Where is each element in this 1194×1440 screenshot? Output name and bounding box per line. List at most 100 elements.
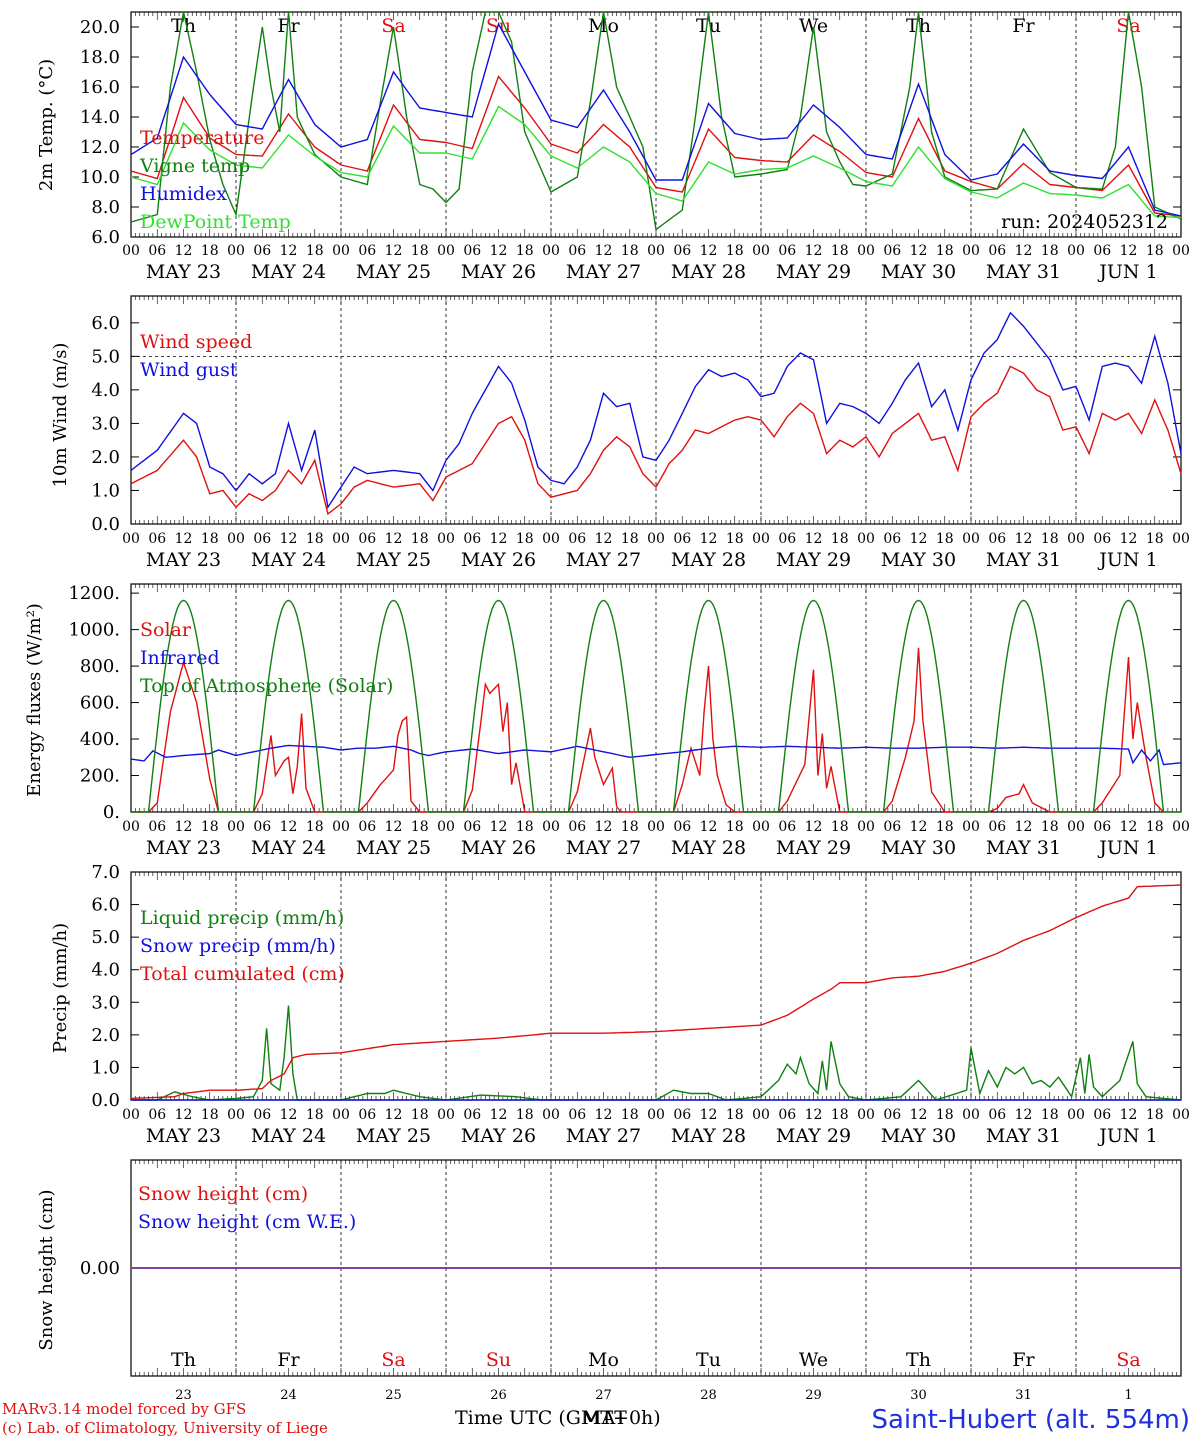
wind-hour-label: 00 [1172,531,1190,547]
energy-ytick-label: 1000. [68,620,120,641]
energy-day-label: MAY 26 [461,837,536,859]
energy-hour-label: 00 [647,819,665,835]
energy-hour-label: 12 [175,819,193,835]
precip-hour-label: 06 [568,1107,586,1123]
temp-ytick-label: 8.0 [91,197,120,218]
legend-snow-precip: Snow precip (mm/h) [140,935,336,957]
wind-hour-label: 18 [726,531,744,547]
temperature-panel: 6.0 8.0 10.0 12.0 14.0 16.0 18.0 20.0 00 06 12 18 MA… [80,11,1190,283]
snow-weekday-label: We [799,1349,828,1371]
precip-hour-label: 18 [1146,1107,1164,1123]
energy-hour-label: 00 [122,819,140,835]
energy-hour-label: 06 [463,819,481,835]
precip-hour-label: 18 [1041,1107,1059,1123]
energy-day-label: JUN 1 [1097,837,1157,859]
energy-hour-label: 00 [437,819,455,835]
wind-ytick-label: 1.0 [91,480,120,501]
snow-day-number: 26 [490,1388,507,1403]
wind-day-label: MAY 24 [251,549,326,571]
energy-hour-label: 12 [280,819,298,835]
precip-hour-label: 18 [411,1107,429,1123]
energy-ytick-label: 600. [80,693,120,714]
wind-hour-label: 00 [647,531,665,547]
temp-hour-label: 06 [358,243,376,259]
wind-hour-label: 06 [673,531,691,547]
energy-hour-label: 00 [752,819,770,835]
weekday-label: Fr [1012,15,1035,37]
precip-hour-label: 12 [700,1107,718,1123]
temp-hour-label: 18 [726,243,744,259]
temp-day-label: MAY 30 [881,261,956,283]
temp-day-label: MAY 28 [671,261,746,283]
precip-ytick-label: 4.0 [91,960,120,981]
snow-legend: Snow height (cm) Snow height (cm W.E.) [138,1183,356,1233]
precip-hour-label: 12 [175,1107,193,1123]
precip-hour-label: 00 [1172,1107,1190,1123]
wind-hour-label: 00 [857,531,875,547]
wind-hour-label: 00 [1067,531,1085,547]
credit-line-1: MARv3.14 model forced by GFS [2,1400,246,1418]
wind-hour-label: 12 [280,531,298,547]
wind-hour-label: 00 [227,531,245,547]
precip-day-label: MAY 27 [566,1125,641,1147]
precip-day-label: MAY 29 [776,1125,851,1147]
temp-hour-label: 12 [280,243,298,259]
snow-weekday-label: Th [171,1349,196,1371]
precip-hour-label: 12 [280,1107,298,1123]
energy-ytick-label: 200. [80,766,120,787]
temp-legend: Temperature Vigne temp Humidex DewPoint … [139,127,1168,233]
temp-hour-label: 06 [253,243,271,259]
wind-ytick-label: 0.0 [91,514,120,535]
temp-ytick-label: 16.0 [80,77,120,98]
temp-hour-label: 12 [1120,243,1138,259]
legend-toa-solar: Top of Atmosphere (Solar) [140,675,393,697]
precip-day-label: MAY 31 [986,1125,1061,1147]
wind-hour-label: 06 [253,531,271,547]
precip-ylabel: Precip (mm/h) [50,923,71,1053]
energy-hour-label: 18 [726,819,744,835]
precip-day-label: MAY 28 [671,1125,746,1147]
legend-wind-gust: Wind gust [140,359,238,381]
wind-hour-label: 18 [1146,531,1164,547]
wind-hour-label: 12 [1015,531,1033,547]
precip-legend: Liquid precip (mm/h) Snow precip (mm/h) … [140,907,345,985]
legend-solar: Solar [140,619,192,641]
temp-hour-label: 06 [148,243,166,259]
wind-day-label: MAY 28 [671,549,746,571]
snow-day-number: 24 [280,1388,297,1403]
precip-day-label: MAY 30 [881,1125,956,1147]
wind-hour-label: 18 [516,531,534,547]
snow-day-number: 25 [385,1388,402,1403]
weekday-label: We [799,15,828,37]
wind-day-label: MAY 27 [566,549,641,571]
temp-hour-label: 00 [122,243,140,259]
precip-hour-label: 18 [306,1107,324,1123]
weekday-label: Mo [588,15,619,37]
energy-hour-label: 12 [805,819,823,835]
energy-hour-label: 12 [595,819,613,835]
temp-hour-label: 00 [1172,243,1190,259]
precip-hour-label: 12 [490,1107,508,1123]
temp-hour-label: 00 [752,243,770,259]
legend-humidex: Humidex [140,183,227,205]
weekday-label: Fr [277,15,300,37]
temp-hour-label: 00 [542,243,560,259]
snow-weekday-label: Su [486,1349,511,1371]
energy-hour-label: 00 [227,819,245,835]
energy-hour-label: 18 [1041,819,1059,835]
wind-hour-label: 00 [752,531,770,547]
energy-hour-label: 06 [988,819,1006,835]
energy-panel: 0. 200. 400. 600. 800. 1000. 1200. 00 06 12 18 MAY … [68,583,1189,859]
wind-day-label: MAY 29 [776,549,851,571]
wind-hour-label: 18 [936,531,954,547]
wind-hour-label: 06 [883,531,901,547]
temp-hour-label: 18 [1041,243,1059,259]
precip-hour-label: 06 [1093,1107,1111,1123]
precip-hour-label: 18 [201,1107,219,1123]
legend-wind-speed: Wind speed [140,331,252,353]
energy-legend: Solar Infrared Top of Atmosphere (Solar) [140,619,393,697]
precip-hour-label: 06 [988,1107,1006,1123]
wind-hour-label: 06 [148,531,166,547]
wind-hour-label: 06 [568,531,586,547]
